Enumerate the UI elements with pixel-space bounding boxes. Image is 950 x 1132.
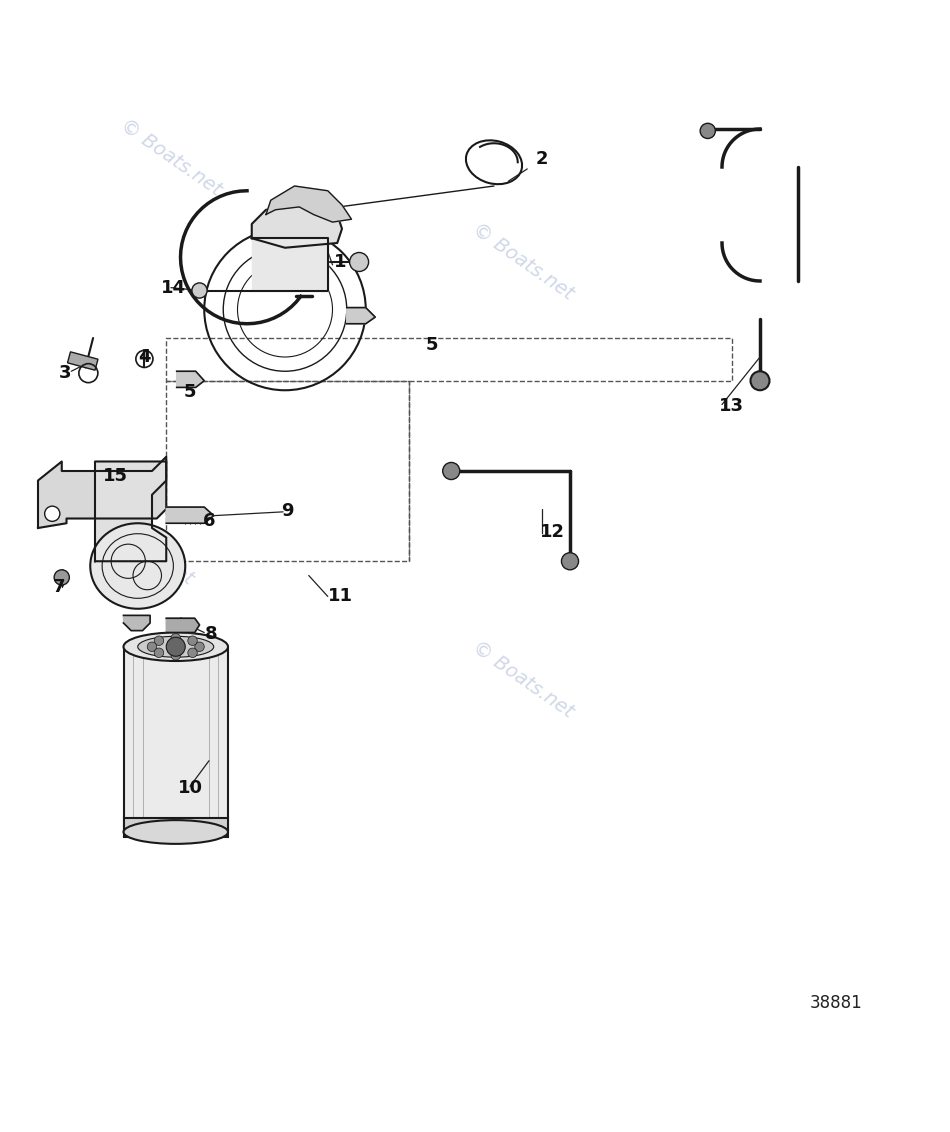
Text: 5: 5 [426, 336, 439, 353]
Ellipse shape [90, 523, 185, 609]
Ellipse shape [138, 636, 214, 658]
Text: 13: 13 [719, 397, 744, 415]
Ellipse shape [124, 820, 228, 843]
Circle shape [195, 642, 204, 652]
Circle shape [54, 569, 69, 585]
Circle shape [147, 642, 157, 652]
Text: © Boats.net: © Boats.net [468, 638, 577, 722]
Polygon shape [166, 618, 200, 633]
Polygon shape [252, 238, 328, 291]
Text: 8: 8 [204, 625, 218, 643]
Circle shape [561, 552, 579, 569]
Circle shape [166, 637, 185, 657]
Polygon shape [38, 456, 166, 528]
Circle shape [700, 123, 715, 138]
Text: 38881: 38881 [809, 994, 863, 1012]
Text: 2: 2 [535, 151, 548, 169]
Text: 10: 10 [178, 779, 202, 797]
Text: 11: 11 [328, 588, 352, 606]
Ellipse shape [124, 633, 228, 661]
Circle shape [188, 636, 198, 645]
Text: 15: 15 [104, 466, 128, 484]
Circle shape [188, 648, 198, 658]
Bar [67, 352, 98, 370]
Polygon shape [252, 205, 342, 248]
Text: © Boats.net: © Boats.net [117, 115, 225, 199]
Text: 5: 5 [183, 383, 197, 401]
Text: © Boats.net: © Boats.net [88, 505, 197, 589]
Text: 14: 14 [162, 278, 186, 297]
Text: 12: 12 [541, 523, 565, 541]
Polygon shape [166, 507, 214, 523]
Circle shape [171, 651, 180, 660]
Circle shape [350, 252, 369, 272]
Text: 3: 3 [58, 365, 71, 383]
Polygon shape [177, 371, 204, 387]
Text: 9: 9 [280, 501, 294, 520]
Text: 4: 4 [138, 348, 151, 366]
Circle shape [154, 636, 163, 645]
Circle shape [45, 506, 60, 522]
Text: 1: 1 [333, 252, 347, 271]
Circle shape [171, 634, 180, 643]
Text: © Boats.net: © Boats.net [117, 667, 225, 751]
Bar [124, 817, 228, 837]
Bar [124, 646, 228, 832]
Circle shape [192, 283, 207, 298]
Text: 6: 6 [202, 513, 216, 531]
Polygon shape [95, 462, 166, 561]
Text: 7: 7 [52, 578, 66, 595]
Circle shape [154, 648, 163, 658]
Text: © Boats.net: © Boats.net [468, 220, 577, 303]
Polygon shape [124, 616, 150, 631]
Circle shape [443, 463, 460, 480]
Polygon shape [266, 186, 352, 222]
Polygon shape [347, 308, 375, 324]
Circle shape [750, 371, 770, 391]
